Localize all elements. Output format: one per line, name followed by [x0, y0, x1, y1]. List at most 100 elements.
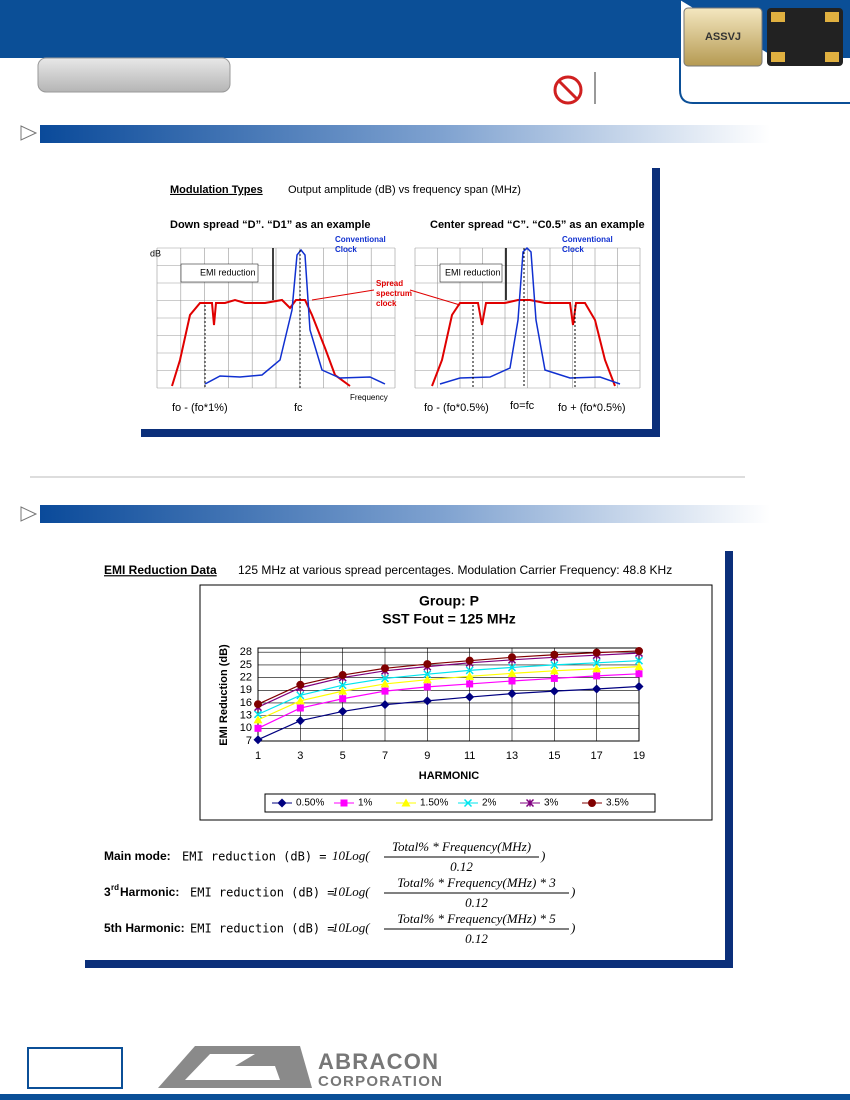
y-tick-label: 13 [240, 710, 252, 722]
y-tick-label: 10 [240, 722, 252, 734]
data-point [253, 710, 263, 719]
clock-curve [439, 246, 621, 385]
data-point [422, 675, 432, 684]
legend-label: 3% [544, 798, 559, 809]
chip-bottom [767, 8, 843, 66]
y-axis-label: EMI Reduction (dB) [218, 644, 230, 746]
company: ABRACON [318, 1049, 438, 1074]
annotation: spectrum [376, 289, 412, 298]
data-point [550, 674, 558, 682]
formula-label: 3 [104, 885, 111, 899]
clock-curve [204, 248, 386, 385]
pad [825, 52, 839, 62]
data-point [507, 668, 517, 677]
right-heading: Center spread “C”. “C0.5” as an example [430, 219, 645, 231]
data-point [296, 704, 304, 712]
formula-label: Harmonic: [120, 885, 179, 899]
annotation: Conventional [562, 235, 613, 244]
freq-label: fc [294, 402, 303, 414]
data-point [381, 664, 389, 673]
section-heading: EMI Reduction Data [104, 563, 217, 577]
legend-marker [588, 799, 596, 807]
data-point [466, 680, 474, 688]
data-point [295, 716, 305, 726]
chip-top [683, 7, 763, 67]
legend-label: 0.50% [296, 798, 324, 809]
data-point [549, 666, 559, 675]
data-point [550, 660, 559, 669]
data-point [465, 692, 475, 702]
chart-subtitle: SST Fout = 125 MHz [382, 611, 515, 627]
annotation: clock [376, 299, 397, 308]
company-sub: CORPORATION [318, 1073, 442, 1090]
formula-label: 5th Harmonic: [104, 921, 185, 935]
annotation: Clock [562, 245, 584, 254]
series-line [257, 652, 640, 708]
x-tick-label: 17 [591, 750, 603, 762]
x-tick-label: 9 [424, 750, 430, 762]
series-line [257, 673, 640, 729]
x-tick-label: 13 [506, 750, 518, 762]
legend-marker [340, 799, 348, 807]
data-point [507, 689, 517, 699]
data-point [549, 686, 559, 696]
series-line [257, 666, 640, 721]
data-point [508, 653, 516, 662]
y-tick-label: 25 [240, 659, 252, 671]
denominator: 0.12 [465, 931, 488, 946]
figure-box [133, 160, 652, 429]
data-point [380, 700, 390, 710]
data-point [507, 663, 517, 672]
data-point [465, 671, 475, 680]
series-line [257, 685, 640, 741]
data-point [339, 695, 347, 703]
legend-label: 2% [482, 798, 497, 809]
formula-close: ) [570, 920, 575, 935]
data-point [423, 683, 431, 691]
page-box [27, 1047, 123, 1089]
data-point [635, 646, 643, 655]
formula-label: Main mode: [104, 849, 171, 863]
data-point [380, 679, 390, 688]
numerator: Total% * Frequency(MHz) [392, 839, 531, 854]
freq-label: fo=fc [510, 400, 535, 412]
pad [825, 12, 839, 22]
x-tick-label: 15 [548, 750, 560, 762]
annotation: Clock [335, 245, 357, 254]
data-point [338, 671, 347, 680]
no-icon-bar [557, 79, 579, 101]
annotation: Conventional [335, 235, 386, 244]
data-point [381, 687, 389, 695]
x-tick-label: 7 [382, 750, 388, 762]
y-tick-label: 19 [240, 684, 252, 696]
data-point [253, 735, 263, 745]
section-bar [40, 505, 770, 523]
x-tick-label: 1 [255, 750, 261, 762]
pad [771, 52, 785, 62]
data-point [508, 677, 516, 685]
left-heading: Down spread “D”. “D1” as an example [170, 219, 371, 231]
data-point [634, 681, 644, 691]
header-pill [37, 57, 231, 93]
data-point [296, 691, 305, 700]
formula-lhs: EMI reduction (dB) = [190, 886, 335, 900]
data-point [338, 706, 348, 716]
legend-label: 3.5% [606, 798, 629, 809]
spread-annotation: Spread spectrum clock [376, 279, 412, 308]
data-point [465, 656, 474, 665]
emi-box [439, 263, 503, 283]
y-tick-label: 16 [240, 697, 252, 709]
formula-func: 10Log( [332, 884, 370, 899]
formula-close: ) [540, 848, 545, 863]
data-point [592, 684, 602, 694]
data-point [253, 715, 263, 724]
no-icon [553, 75, 583, 105]
legend-marker [525, 798, 535, 808]
y-tick-label: 28 [240, 646, 252, 658]
annotation: Spread [376, 279, 403, 288]
figure-subtitle: Output amplitude (dB) vs frequency span … [288, 184, 521, 196]
legend-label: 1.50% [420, 798, 448, 809]
